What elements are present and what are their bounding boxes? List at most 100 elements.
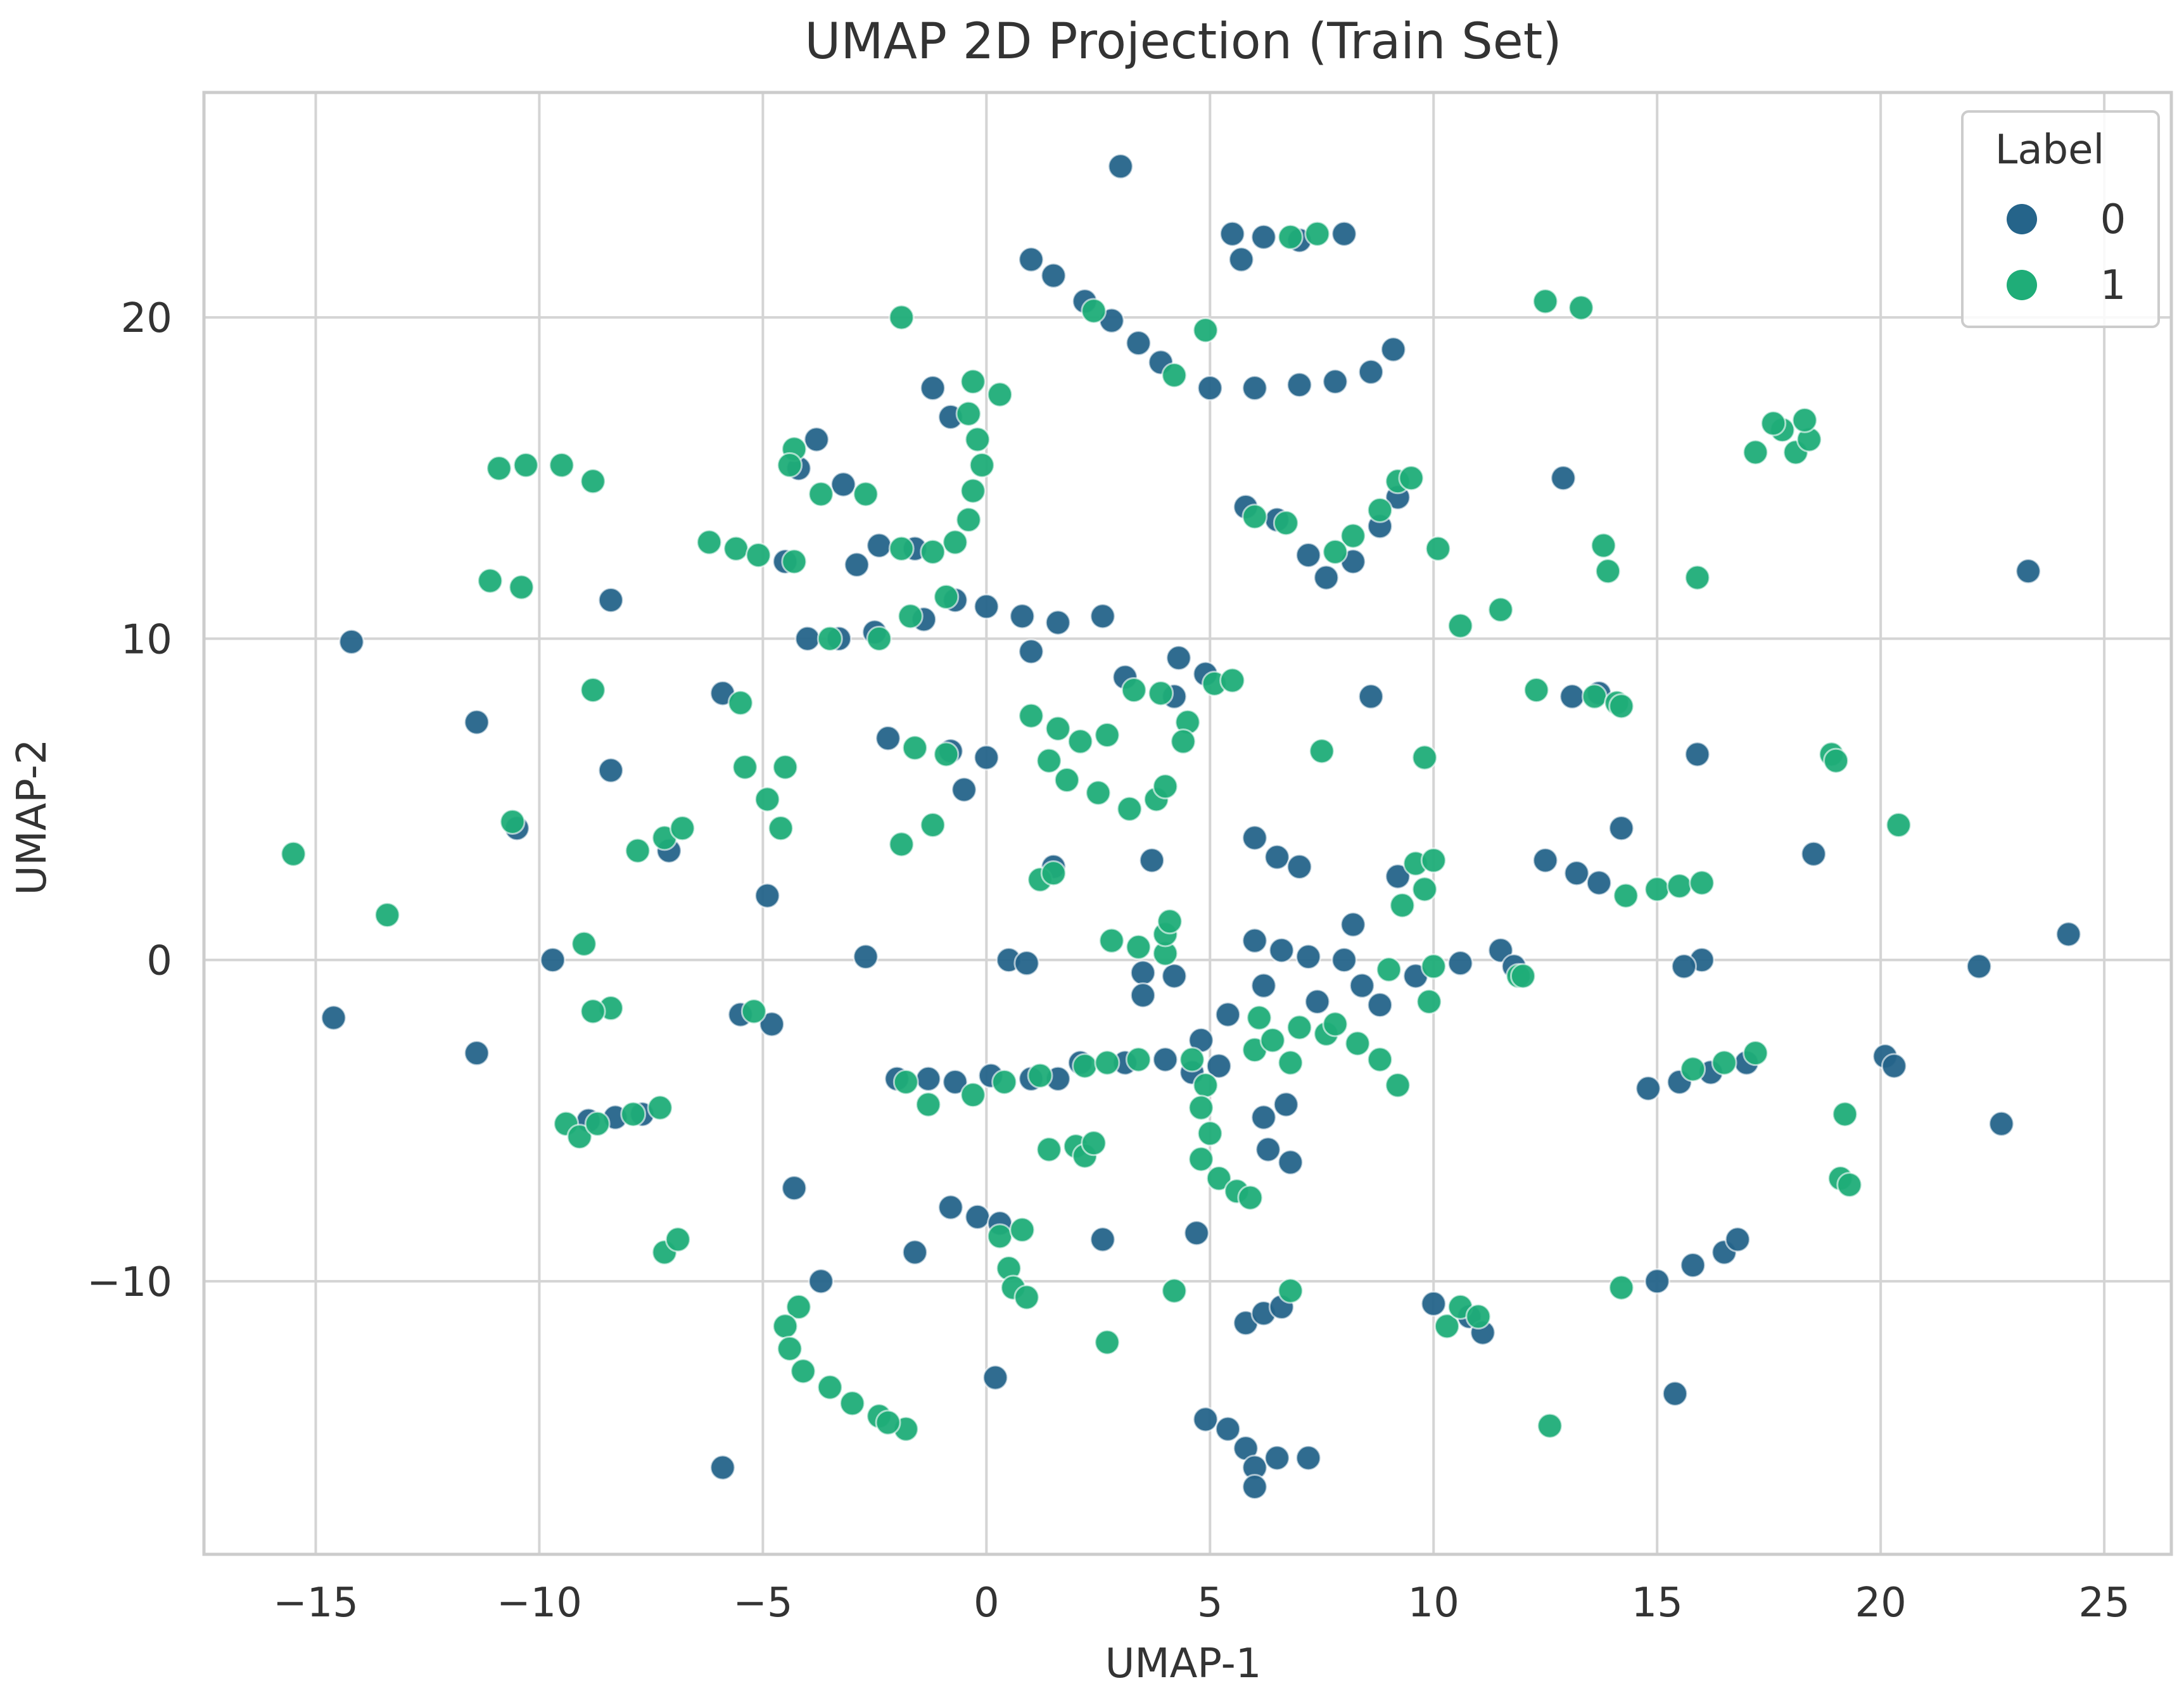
point-label-0: [709, 1454, 736, 1481]
x-tick-label: 5: [1197, 1580, 1223, 1627]
point-label-0: [1268, 937, 1295, 963]
point-label-1: [960, 1082, 986, 1108]
point-label-1: [1689, 870, 1715, 896]
point-label-1: [888, 304, 915, 331]
point-label-0: [2015, 558, 2041, 585]
point-label-0: [1241, 375, 1268, 402]
point-label-1: [920, 812, 946, 839]
point-label-1: [987, 1223, 1013, 1250]
point-label-1: [808, 481, 834, 507]
point-label-1: [723, 535, 749, 562]
point-label-0: [1215, 1416, 1241, 1442]
point-label-1: [669, 815, 695, 842]
point-label-0: [901, 1239, 928, 1265]
point-label-0: [464, 1040, 490, 1067]
point-label-1: [1416, 989, 1442, 1015]
point-label-1: [1179, 1046, 1205, 1073]
point-label-1: [732, 754, 758, 780]
point-label-1: [1487, 597, 1514, 623]
point-label-1: [584, 1110, 611, 1137]
point-label-0: [540, 947, 566, 974]
point-label-1: [1170, 728, 1197, 755]
point-label-1: [696, 529, 723, 555]
point-label-1: [915, 1091, 942, 1118]
point-label-0: [1550, 465, 1577, 492]
point-label-0: [1295, 542, 1322, 568]
point-label-0: [1040, 262, 1067, 289]
point-label-1: [1537, 1412, 1563, 1439]
point-label-1: [477, 568, 504, 594]
point-label-0: [1241, 927, 1268, 954]
point-label-1: [1667, 873, 1692, 899]
y-axis-label: UMAP-2: [9, 739, 56, 896]
point-label-1: [1684, 564, 1711, 591]
point-label-0: [1608, 815, 1635, 842]
point-label-0: [1684, 741, 1711, 768]
point-label-1: [1590, 532, 1616, 559]
y-tick-label: −10: [87, 1259, 172, 1306]
point-label-1: [1067, 728, 1094, 755]
point-label-1: [1743, 1040, 1769, 1067]
point-label-0: [1724, 1226, 1751, 1253]
point-label-1: [768, 815, 794, 842]
point-label-1: [580, 998, 606, 1025]
point-label-1: [1125, 1046, 1152, 1073]
point-label-1: [1121, 676, 1147, 703]
point-label-0: [1800, 840, 1827, 867]
point-label-1: [1094, 1329, 1121, 1355]
point-label-0: [1089, 603, 1116, 630]
point-label-1: [777, 452, 803, 478]
point-label-1: [920, 538, 946, 565]
point-label-0: [1241, 1473, 1268, 1500]
point-label-1: [960, 369, 986, 395]
point-label-1: [1523, 676, 1550, 703]
point-label-1: [1027, 1062, 1053, 1089]
point-label-1: [1053, 767, 1080, 794]
point-label-0: [1286, 853, 1312, 880]
point-label-0: [1255, 1136, 1281, 1163]
point-label-1: [1532, 288, 1559, 315]
plot-area: [202, 91, 2173, 1556]
legend: Label 0 1: [1961, 110, 2160, 328]
point-label-0: [1965, 953, 1992, 980]
point-label-1: [933, 741, 960, 768]
point-label-1: [1367, 1046, 1394, 1073]
point-label-1: [1433, 1313, 1460, 1340]
point-label-1: [1018, 702, 1044, 729]
point-label-0: [1152, 1046, 1179, 1073]
point-label-0: [973, 744, 1000, 771]
point-label-1: [1148, 680, 1174, 707]
point-label-0: [597, 587, 624, 613]
point-label-1: [897, 603, 924, 630]
point-label-1: [1081, 298, 1107, 324]
y-tick-label: 0: [146, 938, 172, 985]
point-label-0: [1013, 950, 1040, 977]
x-tick-label: −10: [497, 1580, 582, 1627]
point-label-1: [625, 837, 651, 864]
point-label-1: [1425, 535, 1451, 562]
point-label-1: [853, 481, 879, 507]
point-label-0: [1241, 825, 1268, 851]
x-tick-label: 25: [2078, 1580, 2130, 1627]
point-label-1: [512, 452, 539, 478]
point-label-1: [1237, 1184, 1264, 1211]
point-label-0: [1380, 336, 1407, 363]
point-label-1: [508, 574, 535, 600]
point-label-1: [1885, 812, 1912, 839]
point-label-0: [1250, 224, 1277, 250]
point-label-1: [1277, 1278, 1304, 1304]
point-label-0: [1532, 847, 1559, 873]
point-label-1: [1085, 780, 1112, 806]
point-label-0: [1139, 847, 1165, 873]
point-label-0: [1881, 1053, 1907, 1079]
point-label-1: [1608, 693, 1635, 720]
point-label-0: [759, 1011, 785, 1037]
point-label-1: [1595, 558, 1622, 585]
point-label-0: [597, 757, 624, 783]
point-label-1: [1125, 934, 1152, 960]
point-label-1: [1072, 1053, 1098, 1079]
point-label-0: [982, 1364, 1008, 1391]
point-label-0: [808, 1268, 834, 1295]
point-label-1: [987, 381, 1013, 408]
